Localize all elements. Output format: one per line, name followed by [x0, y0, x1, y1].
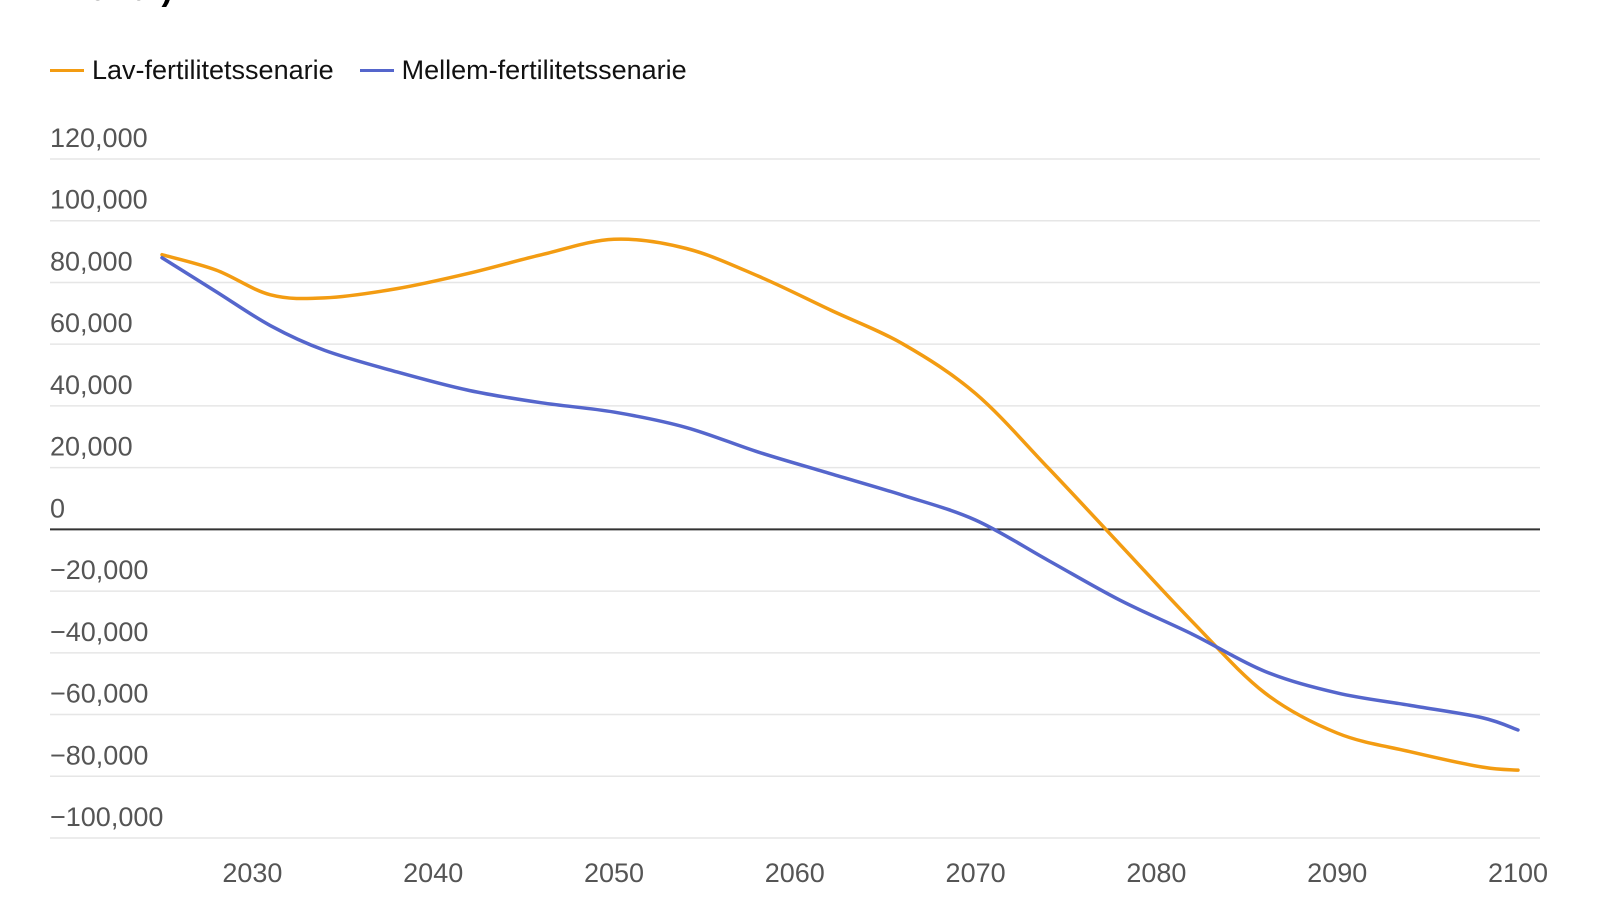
x-tick-label: 2090: [1307, 858, 1367, 888]
y-tick-label: 0: [50, 493, 65, 523]
legend-swatch-low-fertility: [50, 69, 84, 72]
y-tick-label: 60,000: [50, 308, 133, 338]
y-tick-label: −60,000: [50, 679, 148, 709]
legend-item-low-fertility: Lav-fertilitetssenarie: [50, 55, 334, 86]
series-line-medium-fertility: [160, 256, 1520, 732]
x-tick-label: 2030: [222, 858, 282, 888]
x-tick-label: 2050: [584, 858, 644, 888]
legend-item-medium-fertility: Mellem-fertilitetssenarie: [359, 55, 687, 86]
x-tick-label: 2100: [1488, 858, 1548, 888]
chart-legend: Lav-fertilitetssenarie Mellem-fertilitet…: [50, 55, 713, 86]
legend-label-low-fertility: Lav-fertilitetssenarie: [92, 55, 334, 85]
y-tick-label: −100,000: [50, 802, 163, 832]
legend-swatch-medium-fertility: [359, 69, 394, 72]
x-tick-label: 2070: [946, 858, 1006, 888]
y-tick-label: 100,000: [50, 185, 148, 215]
series-line-low-fertility: [160, 237, 1520, 772]
x-tick-label: 2040: [403, 858, 463, 888]
chart-title: Kroner): [50, 0, 173, 9]
y-tick-label: 120,000: [50, 123, 148, 153]
y-tick-label: −20,000: [50, 555, 148, 585]
y-tick-label: 20,000: [50, 432, 133, 462]
x-tick-label: 2060: [765, 858, 825, 888]
y-tick-label: −40,000: [50, 617, 148, 647]
legend-label-medium-fertility: Mellem-fertilitetssenarie: [401, 55, 687, 85]
y-tick-label: 40,000: [50, 370, 133, 400]
y-tick-label: 80,000: [50, 246, 133, 276]
x-tick-label: 2080: [1126, 858, 1186, 888]
y-tick-label: −80,000: [50, 740, 148, 770]
